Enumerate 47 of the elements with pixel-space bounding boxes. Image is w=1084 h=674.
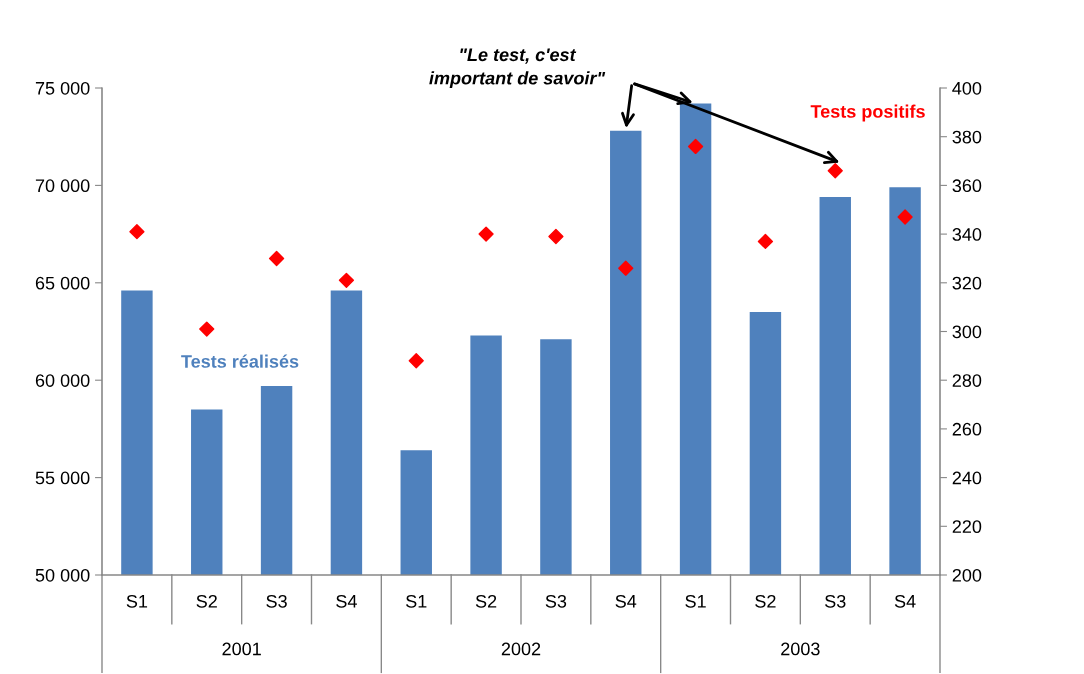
point — [478, 226, 494, 242]
x-tick-label: S4 — [615, 594, 637, 608]
y2-tick-label: 200 — [952, 568, 982, 582]
x-tick-label: S1 — [126, 594, 148, 608]
x-tick-label: S3 — [545, 594, 567, 608]
text: 2002 — [501, 642, 541, 656]
y2-tick-label: 220 — [952, 520, 982, 534]
x-tick-label: S1 — [406, 594, 427, 608]
x-tick-label: S4 — [894, 594, 916, 608]
text: Tests positifs — [810, 104, 925, 122]
y-tick-label: 60 000 — [35, 374, 90, 387]
y2-tick-label: 320 — [952, 276, 982, 290]
y-tick-label: 70 000 — [35, 179, 90, 193]
point — [199, 321, 215, 337]
y-tick-label: 50 000 — [35, 568, 90, 582]
y2-tick-label: 380 — [952, 130, 982, 144]
x-tick-label: S3 — [825, 594, 846, 608]
series-label: Tests réalisés — [181, 354, 299, 368]
y-tick-label: 75 000 — [35, 81, 90, 95]
y-tick-label: 65 000 — [35, 276, 90, 290]
point — [618, 260, 634, 276]
y2-tick-label: 240 — [952, 471, 982, 485]
y2-tick-label: 300 — [952, 325, 982, 339]
point — [687, 138, 704, 155]
x-tick-label: S2 — [196, 594, 217, 608]
y2-tick-label: 260 — [952, 422, 982, 436]
y-tick-label: 55 000 — [35, 471, 90, 485]
x-tick-label: S1 — [685, 594, 706, 608]
y2-tick-label: 360 — [952, 179, 982, 193]
x-tick-label: S2 — [755, 594, 776, 608]
point — [827, 163, 843, 179]
x-tick-label: S2 — [475, 594, 497, 608]
y2-tick-label: 340 — [952, 228, 982, 241]
point — [548, 228, 564, 245]
y2-tick-label: 280 — [952, 374, 982, 387]
text: 2001 — [222, 642, 261, 656]
point — [268, 250, 285, 267]
y2-tick-label: 400 — [952, 81, 982, 95]
point — [129, 224, 145, 240]
text: 2003 — [781, 642, 820, 656]
x-tick-label: S4 — [336, 594, 357, 608]
point — [897, 209, 913, 225]
annotation: "Le test, c'est important de savoir" — [429, 48, 606, 89]
point — [757, 233, 774, 250]
point — [338, 272, 355, 289]
point — [408, 353, 424, 369]
x-tick-label: S3 — [266, 594, 287, 608]
